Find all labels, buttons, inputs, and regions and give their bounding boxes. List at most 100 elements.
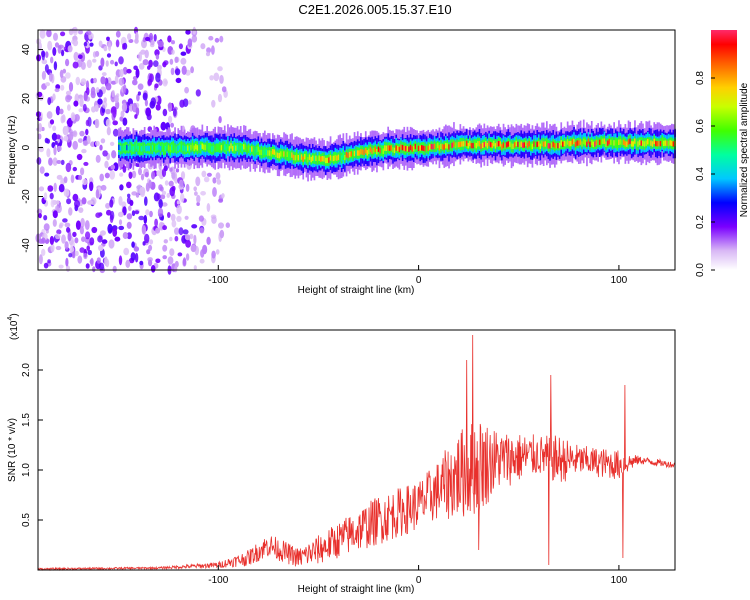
spectrogram-ridge-core: [485, 141, 487, 147]
spectrogram-ridge-core: [217, 145, 220, 151]
spectrogram-ridge-core: [211, 146, 213, 152]
spectrogram-ridge-core: [134, 145, 136, 151]
spectrogram-noise-blob: [63, 176, 68, 184]
spectrogram-noise-blob: [188, 100, 192, 105]
spectrogram-noise-blob: [132, 79, 138, 86]
spectrogram-ridge-core: [626, 141, 628, 147]
spectrogram-ridge-core: [520, 141, 523, 147]
y-tick-label: 1.5: [21, 413, 32, 427]
spectrogram-noise-blob: [106, 36, 110, 41]
spectrogram-ridge-core: [573, 138, 575, 145]
spectrogram-ridge-core: [387, 145, 389, 151]
spectrogram-noise-blob: [38, 186, 45, 192]
spectrogram-ridge-core: [299, 154, 301, 160]
spectrogram-ridge-core: [441, 144, 444, 150]
spectrogram-noise-blob: [211, 250, 216, 259]
spectrogram-noise-blob: [126, 68, 132, 74]
spectrogram-noise-blob: [80, 167, 85, 176]
spectrogram-noise-blob: [52, 125, 57, 132]
spectrogram-ridge-core: [265, 149, 268, 155]
spectrogram-ridge-core: [472, 142, 474, 149]
spectrogram-noise-blob: [118, 77, 125, 86]
spectrogram-noise-blob: [95, 212, 101, 218]
spectrogram-ridge-core: [467, 142, 470, 149]
spectrogram-noise-blob: [174, 68, 181, 76]
spectrogram-noise-blob: [53, 182, 57, 192]
spectrogram-noise-blob: [66, 198, 72, 205]
spectrogram-noise-blob: [219, 74, 224, 84]
spectrogram-ridge-core: [451, 142, 454, 149]
spectrogram-noise-blob: [196, 202, 200, 206]
spectrogram-ridge-core: [201, 143, 204, 149]
spectrogram-ridge-core: [449, 142, 452, 149]
spectrogram-ridge-core: [172, 144, 175, 150]
spectrogram-ridge-core: [247, 145, 250, 151]
spectrogram-ridge-core: [199, 144, 202, 151]
spectrogram-ridge-core: [126, 144, 128, 151]
spectrogram-noise-blob: [192, 26, 196, 35]
spectrogram-ridge-core: [196, 145, 199, 151]
spectrogram-noise-blob: [180, 57, 187, 65]
spectrogram-noise-blob: [82, 140, 89, 147]
spectrogram-noise-blob: [68, 82, 74, 92]
spectrogram-noise-blob: [43, 215, 48, 221]
snr-y-label: SNR (10 * v/v): [7, 418, 18, 482]
spectrogram-noise-blob: [180, 193, 185, 203]
spectrogram-noise-blob: [185, 183, 190, 192]
spectrogram-noise-blob: [225, 222, 230, 228]
spectrogram-noise-blob: [104, 160, 109, 169]
spectrogram-ridge-core: [413, 145, 415, 152]
spectrogram-noise-blob: [219, 229, 225, 239]
spectrogram-noise-blob: [99, 144, 103, 151]
spectrogram-ridge-core: [288, 153, 290, 159]
spectrogram-noise-blob: [139, 186, 146, 196]
colorbar-gradient: [711, 30, 737, 270]
spectrogram-noise-blob: [52, 200, 57, 205]
colorbar-label: Normalized spectral amplitude: [739, 82, 750, 217]
spectrogram-ridge-core: [518, 142, 521, 148]
spectrogram-ridge-core: [251, 146, 253, 152]
spectrogram-ridge-core: [222, 143, 224, 150]
spectrogram-ridge-core: [397, 145, 399, 152]
spectrogram-noise-blob: [134, 252, 139, 263]
spectrogram-noise-blob: [147, 78, 153, 86]
spectrogram-ridge-core: [219, 144, 221, 151]
spectrogram-ridge-core: [635, 141, 638, 147]
spectrogram-ridge-core: [262, 149, 265, 156]
x-tick-label: 0: [416, 275, 422, 286]
spectrogram-ridge-core: [127, 146, 130, 152]
spectrogram-noise-blob: [211, 45, 215, 55]
spectrogram-ridge-core: [642, 140, 644, 147]
spectrogram-ridge-core: [433, 143, 436, 149]
spectrogram-noise-blob: [155, 104, 161, 111]
spectrogram-noise-blob: [162, 108, 168, 117]
spectrogram-noise-blob: [140, 173, 145, 181]
spectrogram-ridge-core: [345, 152, 348, 158]
spectrogram-noise-blob: [39, 29, 46, 39]
spectrogram-noise-blob: [150, 39, 155, 46]
spectrogram-ridge-core: [664, 140, 667, 146]
spectrogram-noise-blob: [128, 205, 132, 212]
spectrogram-ridge-core: [523, 142, 526, 148]
spectrogram-noise-blob: [82, 178, 88, 186]
spectrogram-ridge-core: [459, 141, 462, 147]
spectrogram-ridge-core: [316, 157, 319, 163]
spectrogram-ridge-core: [600, 139, 603, 145]
spectrogram-noise-blob: [167, 35, 172, 43]
spectrogram-noise-blob: [174, 227, 180, 235]
spectrogram-panel: -100 0 100 -40 -20 0 20 40 Height of straight …: [7, 26, 676, 296]
spectrogram-ridge-core: [647, 139, 649, 145]
spectrogram-ridge-core: [542, 141, 545, 147]
spectrogram-noise-blob: [101, 100, 108, 109]
spectrogram-ridge-core: [640, 140, 643, 146]
spectrogram-ridge-core: [124, 145, 127, 151]
spectrogram-ridge-core: [376, 149, 378, 155]
spectrogram-ridge-core: [275, 151, 277, 157]
spectrogram-noise-blob: [109, 170, 116, 180]
spectrogram-noise-blob: [92, 58, 97, 63]
spectrogram-noise-blob: [157, 207, 164, 218]
spectrogram-noise-blob: [169, 58, 174, 65]
spectrogram-ridge-core: [475, 142, 478, 149]
spectrogram-ridge-core: [456, 142, 458, 148]
spectrogram-noise-blob: [62, 68, 67, 74]
